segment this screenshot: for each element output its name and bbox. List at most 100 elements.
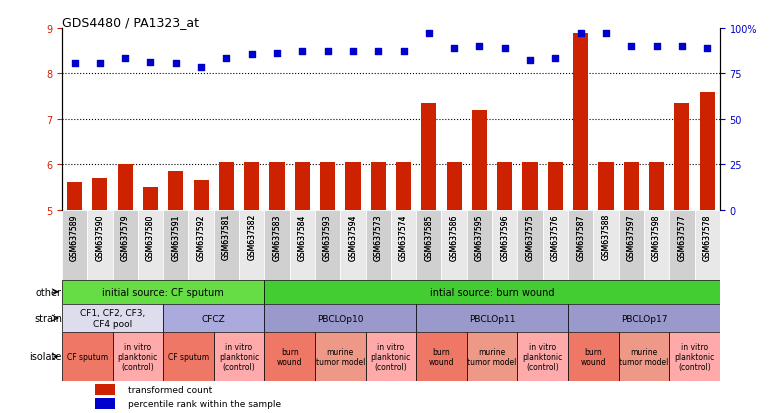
Text: GSM637591: GSM637591 — [171, 214, 180, 260]
FancyBboxPatch shape — [568, 210, 594, 280]
Text: GSM637593: GSM637593 — [323, 214, 332, 260]
Text: percentile rank within the sample: percentile rank within the sample — [128, 399, 281, 408]
Text: GSM637592: GSM637592 — [197, 214, 206, 260]
FancyBboxPatch shape — [265, 280, 720, 304]
Point — [68, 61, 80, 68]
FancyBboxPatch shape — [365, 332, 416, 381]
Text: CF sputum: CF sputum — [168, 352, 209, 361]
Text: murine
tumor model: murine tumor model — [467, 347, 517, 366]
Text: GSM637580: GSM637580 — [146, 214, 155, 260]
Point — [195, 64, 207, 71]
FancyBboxPatch shape — [112, 332, 163, 381]
Bar — [92, 178, 108, 210]
Text: in vitro
planktonic
(control): in vitro planktonic (control) — [118, 342, 158, 371]
Text: GSM637577: GSM637577 — [677, 214, 687, 260]
Point — [524, 57, 536, 64]
Text: CFCZ: CFCZ — [202, 314, 225, 323]
Text: GSM637592: GSM637592 — [197, 214, 206, 260]
Point — [321, 48, 334, 55]
Point — [347, 48, 359, 55]
Point — [170, 61, 182, 68]
FancyBboxPatch shape — [568, 332, 618, 381]
Bar — [143, 188, 158, 210]
FancyBboxPatch shape — [416, 332, 467, 381]
Bar — [295, 163, 310, 210]
FancyBboxPatch shape — [644, 210, 670, 280]
FancyBboxPatch shape — [265, 332, 315, 381]
Point — [372, 48, 385, 55]
Text: GSM637590: GSM637590 — [95, 214, 104, 260]
Point — [650, 44, 663, 50]
Text: burn
wound: burn wound — [277, 347, 303, 366]
Bar — [624, 163, 639, 210]
Text: GSM637580: GSM637580 — [146, 214, 155, 260]
Text: GSM637587: GSM637587 — [576, 214, 585, 260]
Text: GSM637582: GSM637582 — [247, 214, 256, 260]
Text: GSM637582: GSM637582 — [247, 214, 256, 260]
Text: GSM637579: GSM637579 — [121, 214, 130, 260]
Text: murine
tumor model: murine tumor model — [619, 347, 669, 366]
FancyBboxPatch shape — [214, 210, 239, 280]
Text: GSM637584: GSM637584 — [298, 214, 307, 260]
Text: GSM637594: GSM637594 — [348, 214, 358, 260]
Text: GDS4480 / PA1323_at: GDS4480 / PA1323_at — [62, 16, 199, 29]
Text: GSM637596: GSM637596 — [500, 214, 509, 260]
FancyBboxPatch shape — [163, 210, 188, 280]
Text: CF sputum: CF sputum — [67, 352, 108, 361]
FancyBboxPatch shape — [214, 332, 265, 381]
FancyBboxPatch shape — [670, 332, 720, 381]
Text: murine
tumor model: murine tumor model — [316, 347, 365, 366]
FancyBboxPatch shape — [315, 332, 365, 381]
FancyBboxPatch shape — [62, 332, 112, 381]
Text: CF1, CF2, CF3,
CF4 pool: CF1, CF2, CF3, CF4 pool — [80, 309, 146, 328]
Bar — [700, 93, 714, 210]
Text: other: other — [36, 287, 62, 297]
FancyBboxPatch shape — [341, 210, 365, 280]
Text: GSM637586: GSM637586 — [450, 214, 459, 260]
FancyBboxPatch shape — [492, 210, 517, 280]
Point — [473, 44, 485, 50]
Text: in vitro
planktonic
(control): in vitro planktonic (control) — [371, 342, 411, 371]
FancyBboxPatch shape — [62, 304, 163, 332]
FancyBboxPatch shape — [568, 304, 720, 332]
Text: GSM637585: GSM637585 — [424, 214, 433, 260]
Text: PBCLOp11: PBCLOp11 — [469, 314, 515, 323]
Point — [119, 55, 132, 62]
Text: GSM637574: GSM637574 — [399, 214, 408, 260]
Bar — [345, 163, 361, 210]
Point — [221, 55, 233, 62]
Text: GSM637579: GSM637579 — [121, 214, 130, 260]
Text: GSM637597: GSM637597 — [627, 214, 635, 260]
Text: in vitro
planktonic
(control): in vitro planktonic (control) — [522, 342, 563, 371]
FancyBboxPatch shape — [265, 304, 416, 332]
Bar — [219, 163, 234, 210]
Text: GSM637589: GSM637589 — [70, 214, 79, 260]
Bar — [67, 183, 82, 210]
Text: transformed count: transformed count — [128, 385, 212, 394]
Text: GSM637588: GSM637588 — [601, 214, 611, 260]
FancyBboxPatch shape — [416, 304, 568, 332]
Point — [600, 30, 612, 37]
Text: initial source: CF sputum: initial source: CF sputum — [102, 287, 224, 297]
Text: GSM637576: GSM637576 — [551, 214, 560, 260]
Point — [296, 48, 309, 55]
FancyBboxPatch shape — [670, 210, 694, 280]
FancyBboxPatch shape — [112, 210, 138, 280]
Bar — [472, 111, 487, 210]
Bar — [421, 104, 437, 210]
FancyBboxPatch shape — [265, 210, 289, 280]
Point — [574, 30, 587, 37]
FancyBboxPatch shape — [365, 210, 391, 280]
Text: GSM637575: GSM637575 — [526, 214, 535, 260]
Point — [144, 59, 156, 66]
Text: GSM637578: GSM637578 — [703, 214, 711, 260]
FancyBboxPatch shape — [163, 304, 265, 332]
FancyBboxPatch shape — [467, 332, 517, 381]
Bar — [522, 163, 538, 210]
Point — [676, 44, 688, 50]
FancyBboxPatch shape — [416, 210, 441, 280]
Bar — [497, 163, 512, 210]
Text: GSM637594: GSM637594 — [348, 214, 358, 260]
Point — [550, 55, 562, 62]
Text: strain: strain — [34, 313, 62, 323]
